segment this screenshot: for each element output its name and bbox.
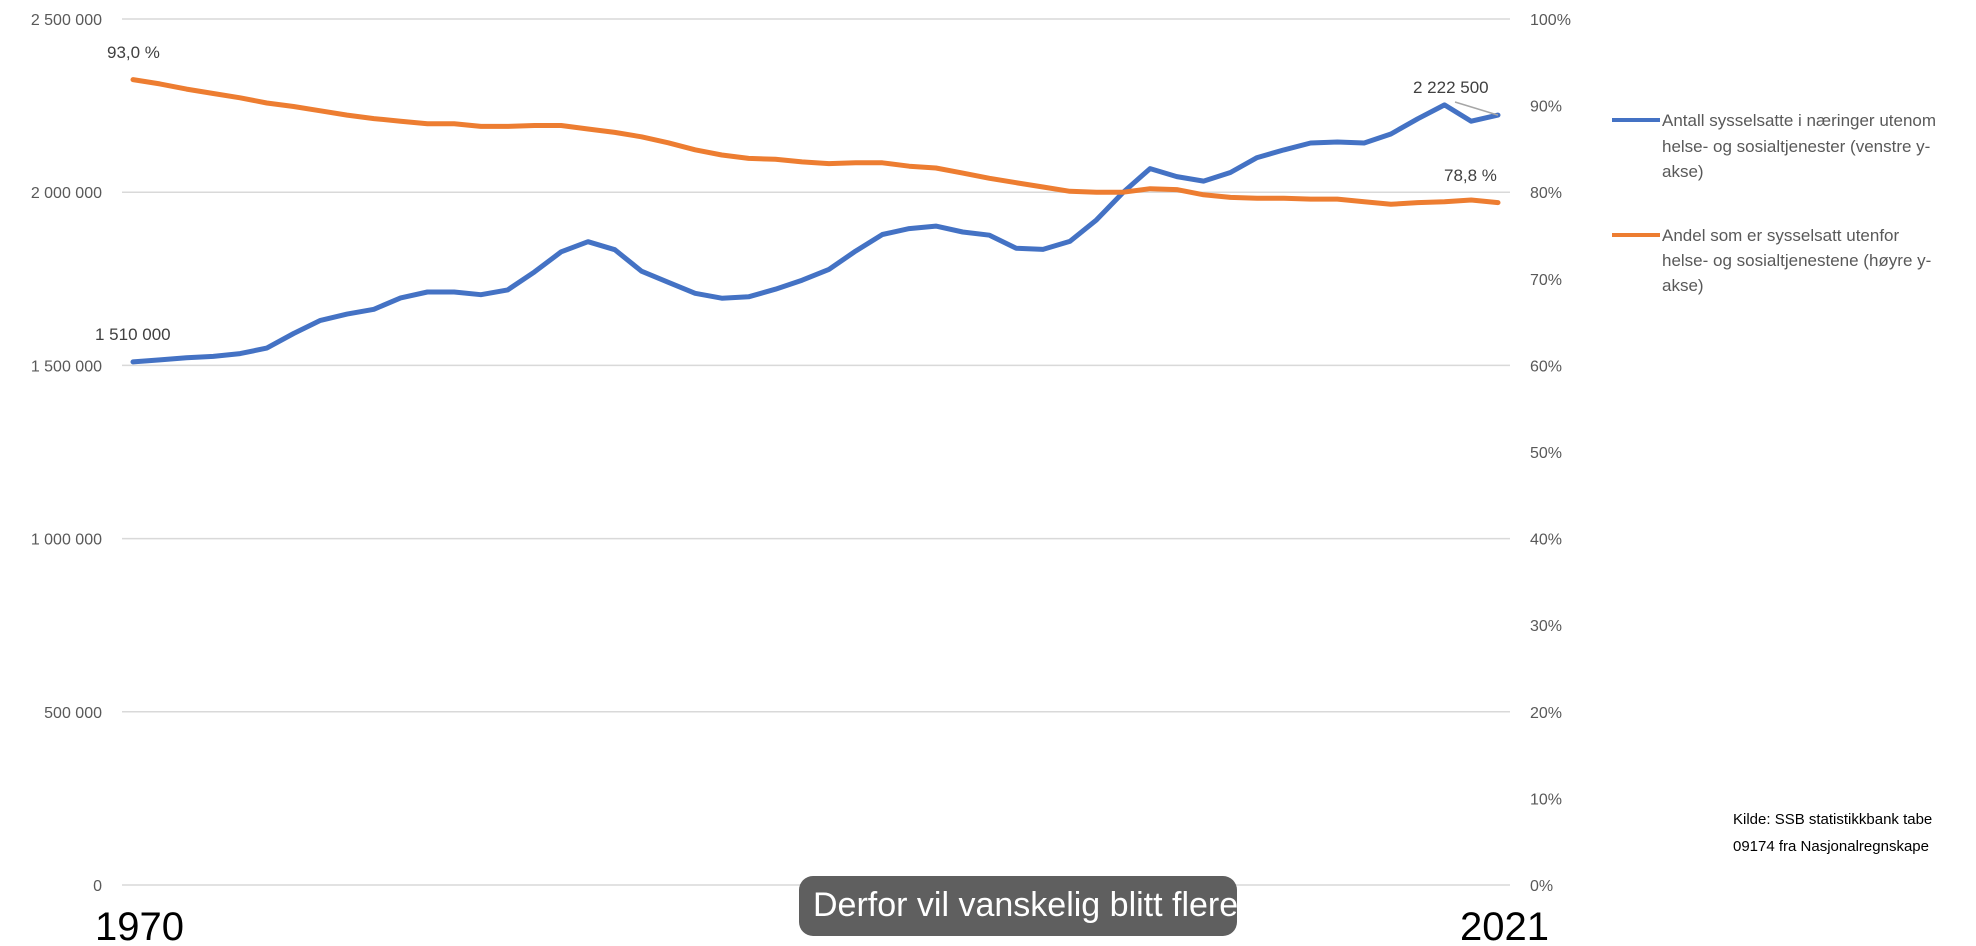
caption-overlay: Derfor vil vanskelig blitt flere xyxy=(799,876,1237,936)
y-right-tick-label: 60% xyxy=(1530,358,1562,375)
y-right-tick-label: 100% xyxy=(1530,12,1571,29)
legend-label-orange-line-3: akse) xyxy=(1662,276,1704,295)
y-right-tick-label: 80% xyxy=(1530,185,1562,202)
legend-label-blue-line-2: helse- og sosialtjenester (venstre y- xyxy=(1662,137,1930,156)
source-line-2: 09174 fra Nasjonalregnskape xyxy=(1733,838,1929,855)
left-axis-ticks: 0 500 000 1 000 000 1 500 000 2 000 000 2 500… xyxy=(31,12,102,895)
series-lines xyxy=(130,77,1501,365)
data-label-leader xyxy=(1454,101,1499,116)
y-left-tick-label: 1 500 000 xyxy=(31,358,102,375)
legend-item-blue: Antall sysselsatte i næringer utenom hel… xyxy=(1612,111,1936,181)
y-left-tick-label: 1 000 000 xyxy=(31,532,102,549)
x-tick-label-start: 1970 xyxy=(95,905,184,946)
legend-label-orange-line-1: Andel som er sysselsatt utenfor xyxy=(1662,226,1900,245)
source-line-1: Kilde: SSB statistikkbank tabe xyxy=(1733,811,1932,828)
y-right-tick-label: 90% xyxy=(1530,99,1562,116)
x-axis-labels: 1970 2021 xyxy=(95,905,1549,946)
y-left-tick-label: 2 000 000 xyxy=(31,185,102,202)
y-left-tick-label: 0 xyxy=(93,878,102,895)
data-labels: 1 510 000 2 222 500 93,0 % 78,8 % xyxy=(95,43,1499,344)
y-right-tick-label: 50% xyxy=(1530,445,1562,462)
y-right-tick-label: 20% xyxy=(1530,705,1562,722)
data-label-orange-start: 93,0 % xyxy=(107,43,160,62)
y-left-tick-label: 2 500 000 xyxy=(31,12,102,29)
source-note: Kilde: SSB statistikkbank tabe 09174 fra… xyxy=(1733,811,1932,855)
legend-item-orange: Andel som er sysselsatt utenfor helse- o… xyxy=(1612,226,1931,295)
right-axis-ticks: 0% 10% 20% 30% 40% 50% 60% 70% 80% 90% 100% xyxy=(1530,12,1571,895)
gridlines xyxy=(122,18,1510,886)
legend-label-blue-line-3: akse) xyxy=(1662,162,1704,181)
caption-text: Derfor vil vanskelig blitt flere xyxy=(813,886,1237,924)
y-right-tick-label: 30% xyxy=(1530,618,1562,635)
y-right-tick-label: 10% xyxy=(1530,791,1562,808)
series-line-blue xyxy=(130,102,1501,365)
y-left-tick-label: 500 000 xyxy=(44,705,102,722)
data-label-blue-start: 1 510 000 xyxy=(95,325,171,344)
y-right-tick-label: 0% xyxy=(1530,878,1553,895)
legend-label-blue-line-1: Antall sysselsatte i næringer utenom xyxy=(1662,111,1936,130)
x-tick-label-end: 2021 xyxy=(1460,905,1549,946)
series-line-orange xyxy=(130,77,1501,207)
y-right-tick-label: 70% xyxy=(1530,272,1562,289)
y-right-tick-label: 40% xyxy=(1530,532,1562,549)
legend: Antall sysselsatte i næringer utenom hel… xyxy=(1612,111,1936,295)
data-label-blue-end: 2 222 500 xyxy=(1413,78,1489,97)
legend-label-orange-line-2: helse- og sosialtjenestene (høyre y- xyxy=(1662,251,1931,270)
data-label-orange-end: 78,8 % xyxy=(1444,166,1497,185)
